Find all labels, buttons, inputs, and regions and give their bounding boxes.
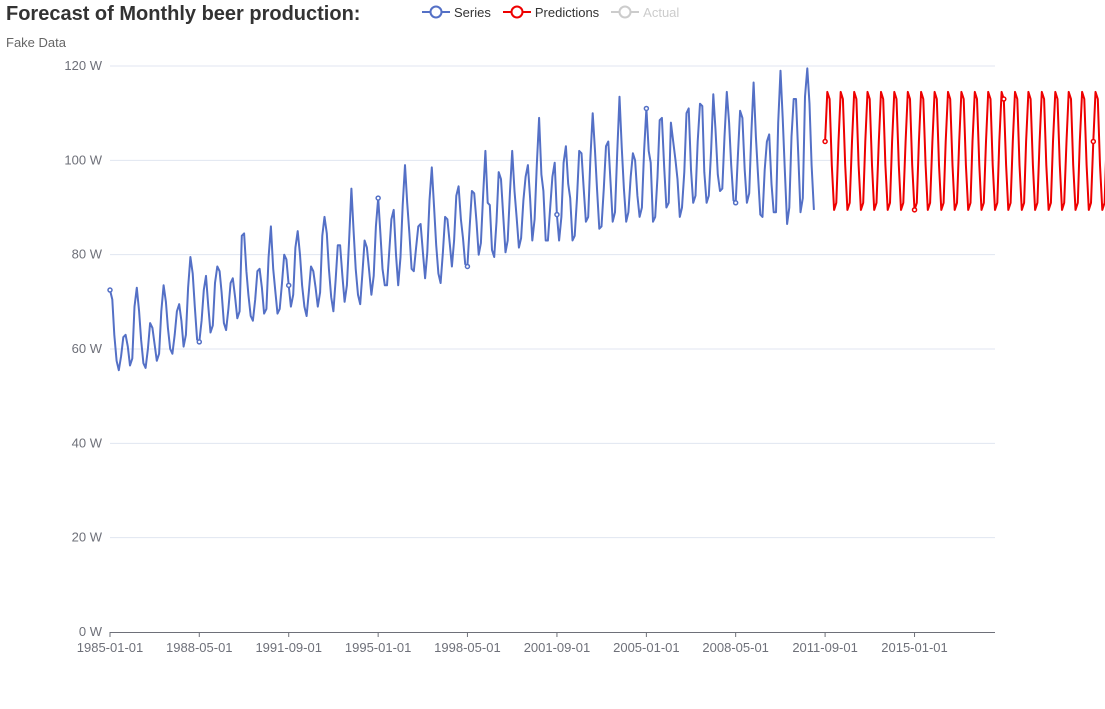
legend-label-predictions: Predictions bbox=[534, 4, 600, 20]
legend-label-series: Series bbox=[454, 4, 491, 20]
data-point[interactable] bbox=[1001, 96, 1007, 102]
legend-item-series[interactable]: Series bbox=[422, 2, 491, 22]
chart-title: Forecast of Monthly beer production: bbox=[6, 3, 361, 25]
data-point[interactable] bbox=[822, 138, 828, 145]
legend: Series Predictions Actual bbox=[422, 2, 679, 22]
x-tick-label: 2001-09-01 bbox=[524, 640, 591, 655]
legend-swatch-series bbox=[422, 5, 450, 19]
data-point[interactable] bbox=[196, 339, 203, 345]
axes bbox=[109, 632, 995, 637]
data-point[interactable] bbox=[554, 211, 560, 218]
x-tick-label: 2015-01-01 bbox=[881, 640, 948, 655]
data-point[interactable] bbox=[643, 105, 650, 112]
series-line-series bbox=[109, 67, 815, 372]
data-point[interactable] bbox=[107, 287, 113, 293]
x-tick-label: 1985-01-01 bbox=[77, 640, 144, 655]
legend-swatch-predictions bbox=[502, 5, 531, 19]
series-lines bbox=[107, 67, 1105, 372]
tick-labels: 0 W 20 W 40 W 60 W 80 W 100 W 120 W 1985-01-01 1… bbox=[64, 58, 947, 655]
data-point[interactable] bbox=[285, 282, 292, 289]
y-tick-label: 120 W bbox=[64, 58, 102, 73]
chart-subtitle: Fake Data bbox=[6, 35, 66, 50]
y-tick-label: 0 W bbox=[79, 624, 103, 639]
grid-lines bbox=[110, 65, 995, 539]
y-tick-label: 60 W bbox=[72, 341, 103, 356]
data-point[interactable] bbox=[911, 207, 918, 213]
x-tick-label: 1991-09-01 bbox=[255, 640, 322, 655]
x-tick-label: 1998-05-01 bbox=[434, 640, 501, 655]
x-tick-label: 2011-09-01 bbox=[792, 640, 858, 655]
data-point[interactable] bbox=[464, 263, 471, 270]
x-tick-label: 1988-05-01 bbox=[166, 640, 233, 655]
data-point[interactable] bbox=[1090, 138, 1097, 145]
data-point[interactable] bbox=[375, 195, 381, 201]
series-line-predictions bbox=[824, 90, 1105, 211]
legend-item-actual[interactable]: Actual bbox=[611, 2, 679, 22]
x-tick-label: 1995-01-01 bbox=[345, 640, 412, 655]
x-tick-label: 2008-05-01 bbox=[702, 640, 769, 655]
y-tick-label: 100 W bbox=[64, 152, 102, 167]
y-tick-label: 20 W bbox=[72, 530, 103, 545]
data-point[interactable] bbox=[732, 200, 739, 206]
x-tick-label: 2005-01-01 bbox=[613, 640, 680, 655]
y-tick-label: 80 W bbox=[72, 247, 103, 262]
legend-label-actual: Actual bbox=[643, 4, 680, 20]
legend-item-predictions[interactable]: Predictions bbox=[502, 2, 600, 22]
y-tick-label: 40 W bbox=[72, 435, 103, 450]
legend-swatch-actual bbox=[611, 5, 640, 19]
